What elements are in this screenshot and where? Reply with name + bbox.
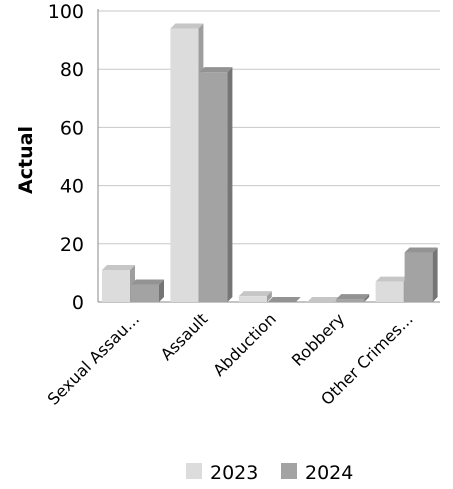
- y-tick-label: 0: [72, 292, 84, 314]
- bar-front: [131, 284, 159, 302]
- bar-front: [336, 299, 365, 302]
- bar: [238, 291, 272, 302]
- bar-side: [159, 279, 164, 302]
- bar-front: [102, 269, 130, 302]
- legend-swatch: [281, 463, 297, 479]
- bar: [131, 279, 164, 302]
- bars: [102, 23, 438, 303]
- bar-top: [238, 291, 272, 297]
- bar: [267, 297, 301, 302]
- bar-side: [266, 291, 272, 302]
- legend-item: 2023: [186, 462, 258, 484]
- y-tick-label: 60: [60, 117, 84, 139]
- bar: [404, 247, 438, 302]
- bar-side: [227, 67, 233, 302]
- bar-front: [404, 252, 433, 302]
- legend-label: 2024: [305, 462, 353, 484]
- bar-front: [375, 281, 404, 302]
- y-axis-title: Actual: [15, 126, 37, 194]
- category-label: Robbery: [288, 309, 348, 369]
- bar-top: [307, 297, 341, 302]
- y-tick-labels: 0 20 40 60 80 100: [48, 1, 84, 314]
- category-label: Assault: [157, 309, 212, 364]
- bar: [375, 276, 409, 302]
- bar: [307, 297, 341, 302]
- gridlines: [98, 10, 440, 245]
- y-tick-label: 20: [60, 234, 84, 256]
- bar-front: [199, 72, 228, 302]
- bar-top: [131, 279, 164, 285]
- bar: [336, 294, 370, 302]
- bar-top: [102, 264, 135, 270]
- bar-side: [364, 294, 370, 302]
- category-label: Sexual Assau...: [44, 309, 143, 408]
- bar: [170, 23, 204, 303]
- bar-front: [238, 296, 267, 302]
- legend-item: 2024: [281, 462, 353, 484]
- bar-top: [404, 247, 438, 253]
- bar-top: [170, 23, 204, 29]
- y-tick-label: 80: [60, 59, 84, 81]
- bar-top: [199, 67, 233, 73]
- bar-top: [267, 297, 301, 302]
- y-tick-label: 40: [60, 176, 84, 198]
- legend-label: 2023: [210, 462, 258, 484]
- bar-top: [336, 294, 370, 300]
- y-tick-label: 100: [48, 1, 84, 23]
- category-label: Abduction: [209, 309, 280, 380]
- bar-side: [432, 247, 438, 302]
- bar-top: [375, 276, 409, 282]
- legend-swatch: [186, 463, 202, 479]
- bar-front: [170, 28, 199, 303]
- legend: 2023 2024: [186, 462, 353, 484]
- bar: [102, 264, 135, 302]
- bar: [199, 67, 233, 302]
